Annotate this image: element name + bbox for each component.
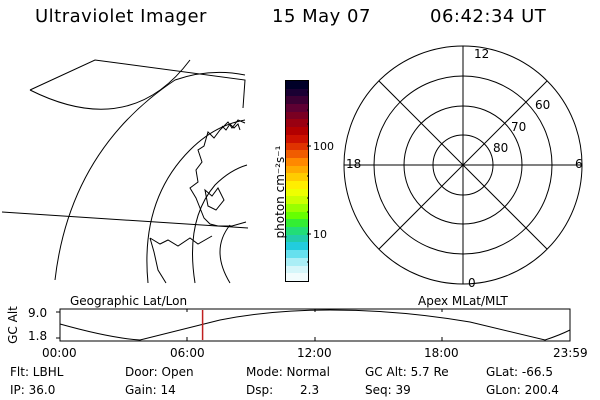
- date-label: 15 May 07: [272, 6, 371, 27]
- colorbar-swatch: [286, 134, 308, 143]
- altitude-ytick-top: 9.0: [28, 306, 48, 320]
- glat-status: GLat: -66.5: [486, 365, 553, 379]
- colorbar-swatch: [286, 111, 308, 120]
- colorbar-swatch: [286, 211, 308, 220]
- colorbar-swatch: [286, 227, 308, 235]
- mode-status: Mode: Normal: [246, 365, 330, 379]
- colorbar-tick-100: 100: [313, 140, 334, 153]
- mlt-0-label: 0: [468, 276, 476, 290]
- xtick-2359: 23:59: [553, 346, 588, 360]
- colorbar-swatch: [286, 127, 308, 135]
- colorbar-swatch: [286, 104, 308, 112]
- altitude-ylabel: GC Alt: [5, 306, 20, 344]
- ip-status: IP: 36.0: [10, 383, 56, 397]
- mlat-70-label: 70: [511, 120, 527, 134]
- xtick-1200: 12:00: [297, 346, 332, 360]
- time-label: 06:42:34 UT: [430, 6, 547, 27]
- colorbar-swatch: [286, 173, 308, 181]
- colorbar-swatch: [286, 150, 308, 158]
- colorbar-swatch: [286, 88, 308, 97]
- colorbar-swatch: [286, 196, 308, 204]
- colorbar-swatch: [286, 81, 308, 89]
- instrument-title: Ultraviolet Imager: [35, 6, 207, 27]
- mlt-12-label: 12: [474, 47, 490, 61]
- mlt-6-label: 6: [575, 157, 583, 171]
- geographic-label: Geographic Lat/Lon: [70, 294, 188, 308]
- dsp-key: Dsp:: [246, 383, 274, 397]
- mlat-60-label: 60: [535, 98, 551, 112]
- gc-alt-status: GC Alt: 5.7 Re: [365, 365, 449, 379]
- colorbar-swatch: [286, 96, 308, 105]
- colorbar-swatch: [286, 188, 308, 197]
- map-latitude-arc-4: [219, 224, 231, 284]
- mlt-18-label: 18: [346, 157, 362, 171]
- gain-status: Gain: 14: [125, 383, 176, 397]
- colorbar-swatch: [286, 157, 308, 166]
- apex-label: Apex MLat/MLT: [418, 294, 508, 308]
- xtick-0000: 00:00: [42, 346, 77, 360]
- map-latitude-arc-1: [54, 71, 246, 281]
- altitude-ytick-bottom: 1.8: [28, 329, 48, 343]
- door-status: Door: Open: [125, 365, 194, 379]
- colorbar-swatch: [286, 204, 308, 212]
- colorbar-swatch: [286, 219, 308, 228]
- mlat-80-label: 80: [493, 141, 509, 155]
- colorbar-swatch: [286, 273, 308, 281]
- map-boundary-top: [29, 59, 246, 109]
- glon-status: GLon: 200.4: [486, 383, 559, 397]
- xtick-1800: 18:00: [424, 346, 459, 360]
- map-meridian-line: [1, 211, 249, 229]
- colorbar-swatch: [286, 180, 308, 189]
- colorbar-swatch: [286, 257, 308, 266]
- seq-status: Seq: 39: [365, 383, 411, 397]
- altitude-curve: [59, 309, 571, 341]
- map-coastline: [149, 119, 247, 284]
- colorbar-swatch: [286, 119, 308, 128]
- xtick-0600: 06:00: [170, 346, 205, 360]
- map-latitude-arc-3: [192, 164, 248, 284]
- colorbar-swatch: [286, 250, 308, 258]
- colorbar-swatch: [286, 165, 308, 174]
- dsp-value: 2.3: [300, 383, 320, 397]
- colorbar-swatch: [286, 234, 308, 243]
- colorbar-swatch: [286, 142, 308, 151]
- map-latitude-arc-outer: [29, 59, 191, 110]
- filter-status: Flt: LBHL: [10, 365, 64, 379]
- colorbar: [285, 80, 309, 282]
- colorbar-swatch: [286, 265, 308, 274]
- colorbar-tick-10: 10: [313, 228, 327, 241]
- map-coastline-2: [221, 123, 241, 131]
- colorbar-swatch: [286, 242, 308, 251]
